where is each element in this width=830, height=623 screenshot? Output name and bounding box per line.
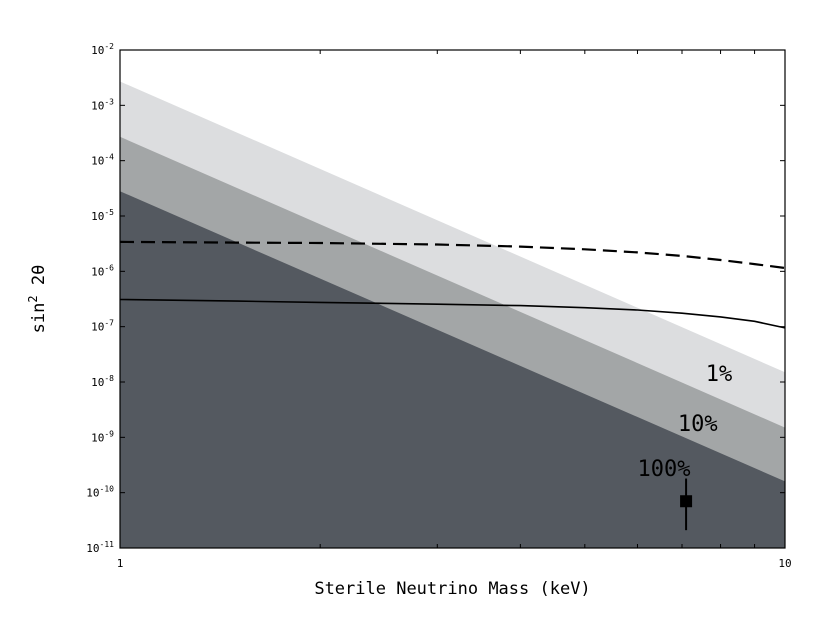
y-tick-label-exponent: -2 <box>104 42 114 51</box>
data-point-marker <box>680 495 693 508</box>
y-tick-label: 10-10 <box>86 485 114 500</box>
dashed-curve <box>119 240 786 270</box>
y-axis-title-superscript: 2 <box>26 295 40 302</box>
y-tick-label-exponent: -4 <box>104 153 114 162</box>
y-tick-label: 10-3 <box>91 97 114 112</box>
y-tick-label: 10-2 <box>91 42 114 57</box>
y-tick-label-exponent: -3 <box>104 97 114 106</box>
band-label-3: 100% <box>637 457 690 482</box>
y-tick-label-base: 10 <box>91 99 104 112</box>
y-tick-label-base: 10 <box>91 321 104 334</box>
axes-layer: 10-1110-1010-910-810-710-610-510-410-310… <box>86 42 791 570</box>
series-layer <box>119 240 786 329</box>
y-tick-label-base: 10 <box>91 155 104 168</box>
solid-curve <box>119 298 786 329</box>
y-tick-label-base: 10 <box>91 210 104 223</box>
x-tick-label: 1 <box>117 557 124 570</box>
y-axis-title-tail: 2θ <box>29 265 49 296</box>
y-tick-label-exponent: -8 <box>104 374 114 383</box>
band-label-2: 10% <box>678 412 718 437</box>
band-3 <box>120 191 785 548</box>
bands-layer <box>120 81 785 549</box>
y-tick-label-base: 10 <box>91 431 104 444</box>
y-tick-label-exponent: -11 <box>100 540 115 549</box>
y-tick-label-exponent: -10 <box>100 485 115 494</box>
band-labels-layer: 1% 10% 100% <box>637 362 732 482</box>
y-tick-label: 10-7 <box>91 319 114 334</box>
y-tick-label-base: 10 <box>91 265 104 278</box>
y-axis-title-base: sin <box>29 303 49 334</box>
y-tick-label: 10-9 <box>91 429 114 444</box>
x-tick-label: 10 <box>778 557 791 570</box>
y-tick-label-exponent: -5 <box>104 208 114 217</box>
band-label-1: 1% <box>706 362 733 387</box>
y-tick-label-base: 10 <box>86 487 99 500</box>
y-axis-title: sin2 2θ <box>26 265 49 334</box>
y-tick-label: 10-4 <box>91 153 114 168</box>
data-point-layer <box>680 478 693 531</box>
y-tick-label-exponent: -9 <box>104 429 114 438</box>
y-tick-label-base: 10 <box>91 376 104 389</box>
y-tick-label: 10-5 <box>91 208 114 223</box>
y-tick-label-exponent: -7 <box>104 319 114 328</box>
y-tick-label: 10-6 <box>91 263 114 278</box>
y-tick-label: 10-11 <box>86 540 114 555</box>
plot-frame <box>119 49 786 549</box>
y-tick-label-exponent: -6 <box>104 263 114 272</box>
y-tick-label-base: 10 <box>91 44 104 57</box>
x-axis-title: Sterile Neutrino Mass (keV) <box>314 579 590 599</box>
y-tick-label-base: 10 <box>86 542 99 555</box>
y-tick-label: 10-8 <box>91 374 114 389</box>
